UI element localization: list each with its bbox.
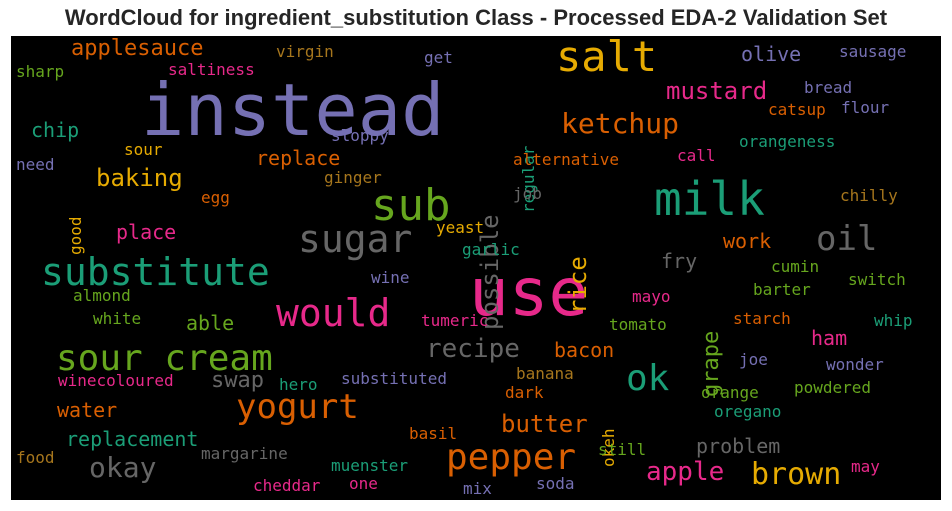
word-yogurt: yogurt [236, 387, 359, 427]
word-bread: bread [804, 78, 853, 97]
word-use: use [469, 254, 589, 331]
word-sloppy: sloppy [331, 126, 389, 145]
word-chilly: chilly [840, 186, 898, 205]
word-egg: egg [201, 188, 230, 207]
word-need: need [16, 155, 55, 174]
word-almond: almond [73, 286, 131, 305]
word-winecoloured: winecoloured [58, 371, 174, 390]
word-substitute: substitute [41, 250, 270, 294]
word-tomato: tomato [609, 315, 667, 334]
word-sharp: sharp [16, 62, 65, 81]
word-bacon: bacon [554, 338, 615, 362]
word-able: able [186, 311, 235, 335]
word-good: good [66, 215, 85, 255]
word-milk: milk [654, 172, 765, 226]
word-banana: banana [516, 364, 574, 383]
word-butter: butter [501, 410, 588, 438]
word-cumin: cumin [771, 257, 820, 276]
word-garlic: garlic [462, 240, 520, 259]
word-call: call [677, 146, 716, 165]
word-alternative: alternative [513, 150, 619, 169]
word-job: job [513, 184, 542, 203]
word-fry: fry [661, 249, 698, 273]
word-dark: dark [505, 383, 544, 402]
word-muenster: muenster [331, 456, 409, 475]
word-orangeness: orangeness [739, 132, 836, 151]
word-water: water [57, 398, 118, 422]
word-sour-cream: sour cream [56, 338, 273, 379]
word-pepper: pepper [446, 437, 577, 478]
word-rice: rice [564, 255, 592, 314]
word-mix: mix [463, 479, 492, 498]
word-switch: switch [848, 270, 906, 289]
word-sugar: sugar [298, 217, 413, 261]
word-starch: starch [733, 309, 791, 328]
word-salt: salt [556, 36, 658, 81]
word-yeast: yeast [436, 218, 485, 237]
word-margarine: margarine [201, 444, 288, 463]
word-oil: oil [816, 219, 878, 259]
word-place: place [116, 220, 177, 244]
word-still: still [598, 440, 647, 459]
word-joe: joe [739, 350, 768, 369]
word-replace: replace [256, 146, 341, 170]
word-may: may [851, 457, 880, 476]
word-sausage: sausage [839, 42, 907, 61]
word-apple: apple [646, 457, 725, 487]
word-brown: brown [751, 457, 842, 492]
word-problem: problem [696, 434, 781, 458]
word-wine: wine [371, 268, 410, 287]
word-saltiness: saltiness [168, 60, 255, 79]
word-ginger: ginger [324, 168, 382, 187]
word-mustard: mustard [666, 77, 768, 105]
word-work: work [723, 229, 772, 253]
word-oregano: oregano [714, 402, 782, 421]
chart-title: WordCloud for ingredient_substitution Cl… [64, 5, 888, 30]
word-replacement: replacement [66, 427, 199, 451]
word-catsup: catsup [768, 100, 826, 119]
word-cheddar: cheddar [253, 476, 321, 495]
word-tumeric: tumeric [421, 311, 489, 330]
word-would: would [276, 291, 391, 335]
word-olive: olive [741, 42, 802, 66]
word-barter: barter [753, 280, 811, 299]
word-powdered: powdered [794, 378, 872, 397]
word-ok: ok [626, 358, 670, 399]
word-basil: basil [409, 424, 458, 443]
word-white: white [93, 309, 142, 328]
word-soda: soda [536, 474, 575, 493]
word-substituted: substituted [341, 369, 447, 388]
word-sub: sub [371, 180, 451, 231]
word-swap: swap [211, 368, 264, 393]
word-orange: orange [701, 383, 759, 402]
word-cloud: instead use milk sub salt substitute sugar woul… [11, 36, 941, 500]
word-flour: flour [841, 98, 890, 117]
word-sour: sour [124, 140, 163, 159]
word-hero: hero [279, 375, 318, 394]
word-mayo: mayo [632, 287, 671, 306]
word-baking: baking [96, 164, 183, 192]
word-wonder: wonder [826, 355, 884, 374]
word-whip: whip [874, 311, 913, 330]
word-instead: instead [141, 68, 445, 152]
word-recipe: recipe [426, 334, 520, 364]
word-ketchup: ketchup [561, 107, 680, 140]
word-get: get [424, 48, 453, 67]
word-chip: chip [31, 118, 80, 142]
word-food: food [16, 448, 55, 467]
word-applesauce: applesauce [71, 36, 204, 61]
word-virgin: virgin [276, 42, 334, 61]
word-ham: ham [811, 326, 848, 350]
word-okay: okay [89, 451, 157, 484]
word-one: one [349, 474, 378, 493]
